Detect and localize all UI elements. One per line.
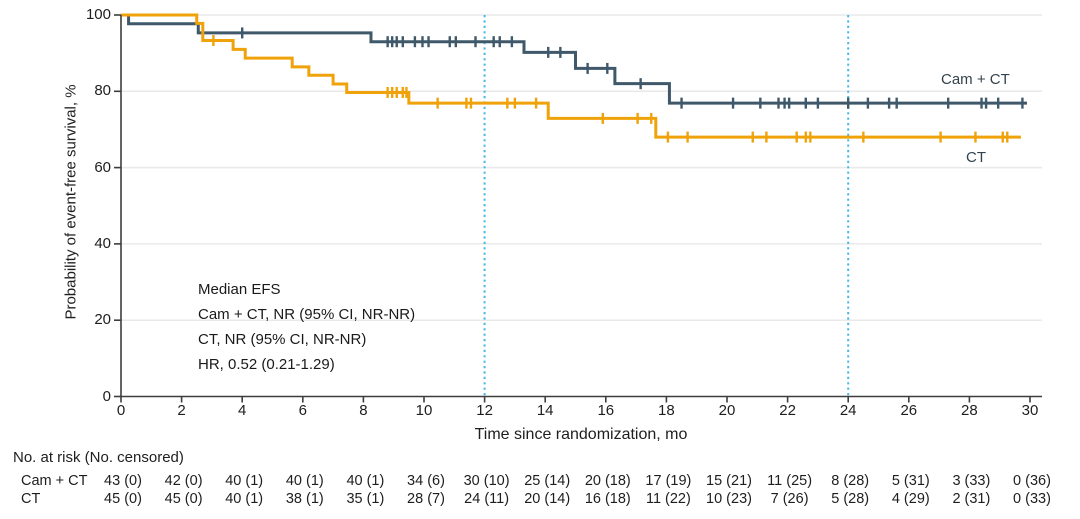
- x-tick-label-0: 0: [116, 402, 126, 419]
- x-tick-label-14: 14: [536, 402, 554, 419]
- x-tick-label-10: 10: [415, 402, 433, 419]
- x-tick-label-24: 24: [839, 402, 857, 419]
- risk-value: 34 (6): [407, 473, 445, 489]
- risk-value: 17 (19): [645, 473, 692, 489]
- risk-value: 40 (1): [225, 491, 264, 507]
- risk-value: 28 (7): [407, 491, 445, 507]
- risk-value: 5 (31): [891, 473, 930, 489]
- risk-value: 20 (18): [584, 473, 631, 489]
- x-tick-label-4: 4: [238, 402, 247, 419]
- x-tick-label-30: 30: [1021, 402, 1039, 419]
- y-tick-label-0: 0: [102, 387, 111, 405]
- risk-value: 20 (14): [524, 491, 571, 507]
- risk-value: 10 (23): [706, 491, 752, 507]
- risk-value: 38 (1): [285, 491, 324, 507]
- risk-value: 40 (1): [225, 473, 264, 489]
- annotation-line-4: HR, 0.52 (0.21-1.29): [198, 356, 335, 373]
- risk-value: 7 (26): [770, 491, 809, 507]
- risk-value: 5 (28): [831, 491, 870, 507]
- risk-value: 0 (36): [1013, 473, 1051, 489]
- risk-value: 11 (22): [645, 491, 691, 507]
- y-tick-label-40: 40: [94, 234, 111, 252]
- x-tick-label-2: 2: [177, 402, 186, 419]
- annotation-line-2: Cam + CT, NR (95% CI, NR-NR): [198, 306, 416, 323]
- y-tick-label-100: 100: [85, 6, 111, 23]
- x-tick-label-22: 22: [779, 402, 796, 419]
- risk-table-header: No. at risk (No. censored): [13, 449, 184, 466]
- risk-value: 16 (18): [584, 491, 631, 507]
- risk-value: 3 (33): [952, 473, 991, 489]
- x-tick-label-26: 26: [900, 402, 918, 419]
- risk-value: 42 (0): [164, 473, 203, 489]
- risk-value: 4 (29): [891, 491, 930, 507]
- risk-value: 24 (11): [464, 491, 510, 507]
- x-tick-label-6: 6: [298, 402, 307, 419]
- x-tick-label-12: 12: [476, 402, 493, 419]
- annotation-line-3: CT, NR (95% CI, NR-NR): [198, 331, 367, 348]
- survival-curve-cam-ct: [121, 13, 1027, 105]
- annotation-line-1: Median EFS: [198, 281, 281, 298]
- risk-value: 30 (10): [463, 473, 510, 489]
- x-tick-label-20: 20: [718, 402, 736, 419]
- risk-value: 40 (1): [346, 473, 385, 489]
- risk-value: 45 (0): [104, 491, 142, 507]
- x-axis-title: Time since randomization, mo: [474, 426, 688, 443]
- risk-value: 2 (31): [952, 491, 991, 507]
- risk-value: 11 (25): [767, 473, 813, 489]
- risk-value: 35 (1): [346, 491, 385, 507]
- curve-label-ct: CT: [966, 149, 986, 166]
- median-efs-annotation: Median EFS Cam + CT, NR (95% CI, NR-NR) …: [198, 277, 415, 377]
- y-axis-title: Probability of event-free survival, %: [62, 84, 80, 320]
- risk-row-label-cam-ct: Cam + CT: [21, 473, 88, 489]
- risk-value: 43 (0): [104, 473, 142, 489]
- y-tick-label-80: 80: [94, 82, 111, 100]
- survival-curve-ct: [121, 13, 1021, 139]
- risk-row-label-ct: CT: [21, 491, 41, 507]
- risk-value: 40 (1): [285, 473, 324, 489]
- risk-value: 45 (0): [164, 491, 203, 507]
- risk-value: 8 (28): [831, 473, 870, 489]
- y-tick-label-20: 20: [94, 311, 111, 329]
- curve-label-cam-ct: Cam + CT: [941, 71, 1010, 88]
- x-tick-label-16: 16: [597, 402, 615, 419]
- risk-value: 15 (21): [706, 473, 752, 489]
- x-tick-label-28: 28: [961, 402, 978, 419]
- risk-value: 25 (14): [524, 473, 571, 489]
- x-tick-label-18: 18: [658, 402, 675, 419]
- x-tick-label-8: 8: [359, 402, 368, 419]
- y-tick-label-60: 60: [94, 158, 111, 176]
- risk-value: 0 (33): [1013, 491, 1051, 507]
